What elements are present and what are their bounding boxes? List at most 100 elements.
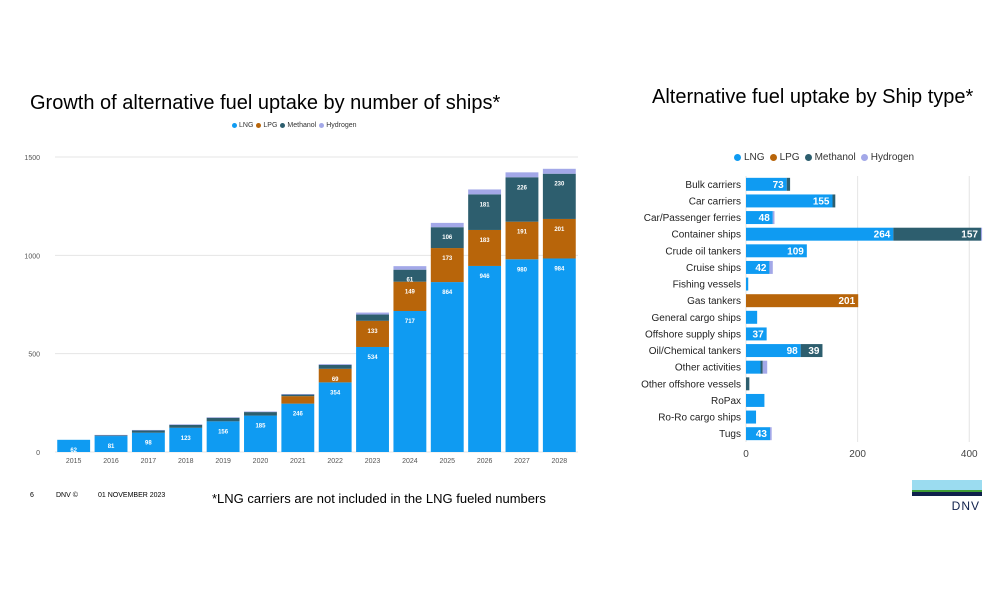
bar-methanol-2020 <box>244 412 277 416</box>
data-label: 48 <box>759 213 771 224</box>
bar-lng-2027 <box>505 259 539 452</box>
data-label: 980 <box>517 267 528 273</box>
bar-hydrogen-2022 <box>318 364 352 365</box>
y-category-label: Other activities <box>675 363 741 374</box>
bar-lpg-2025 <box>430 248 464 283</box>
bar-lpg-2027 <box>505 221 539 260</box>
data-label: 946 <box>480 274 491 280</box>
data-label: 61 <box>407 278 414 284</box>
bar-methanol-Other offshore vessels <box>746 377 750 391</box>
legend-item-lng[interactable]: LNG <box>734 152 765 163</box>
bar-lpg-2023 <box>356 320 389 347</box>
data-label: 149 <box>405 290 416 296</box>
y-category-label: Tugs <box>719 429 741 440</box>
bar-lpg-2026 <box>468 229 502 266</box>
y-category-label: General cargo ships <box>652 313 742 324</box>
legend-item-lpg[interactable]: LPG <box>769 152 800 163</box>
data-label: 81 <box>108 444 115 450</box>
data-label: 109 <box>787 246 804 257</box>
data-label: 183 <box>480 238 491 244</box>
legend-item-hydrogen[interactable]: Hydrogen <box>860 152 915 163</box>
bar-lng-2022 <box>318 382 352 452</box>
bar-methanol-2018 <box>169 424 203 428</box>
bar-hydrogen-2016 <box>94 434 128 436</box>
legend-dot-icon <box>280 123 286 128</box>
legend-label: LNG <box>744 152 765 163</box>
data-label: 534 <box>368 355 379 361</box>
data-label: 39 <box>808 346 820 357</box>
x-tick-label: 2028 <box>552 458 568 465</box>
bar-lng-2025 <box>430 282 464 452</box>
bar-hydrogen-2027 <box>505 172 539 178</box>
x-tick-label: 2021 <box>290 458 306 465</box>
data-label: 37 <box>753 329 765 340</box>
bar-hydrogen-2024 <box>393 266 427 270</box>
x-tick-label: 2018 <box>178 458 194 465</box>
dnv-logo-text: DNV <box>952 499 980 513</box>
footer-page-number: 6 <box>30 492 34 499</box>
bar-lng-Car/Passenger ferries <box>746 211 773 225</box>
bar-lng-RoPax <box>746 393 765 407</box>
data-label: 201 <box>554 227 565 233</box>
y-tick-label: 0 <box>36 450 40 457</box>
legend-dot-icon <box>804 154 812 161</box>
legend-item-methanol[interactable]: Methanol <box>280 122 316 129</box>
footer-date: 01 NOVEMBER 2023 <box>98 492 166 499</box>
y-category-label: Fishing vessels <box>673 280 741 291</box>
bar-lng-Crude oil tankers <box>746 244 807 258</box>
data-label: 191 <box>517 230 528 236</box>
bar-hydrogen-2025 <box>430 222 464 228</box>
legend-item-hydrogen[interactable]: Hydrogen <box>319 122 357 129</box>
bar-lng-2028 <box>542 258 576 452</box>
gridlines <box>745 176 970 442</box>
legend-dot-icon <box>256 123 262 128</box>
y-category-label: RoPax <box>711 396 741 407</box>
bar-lng-2017 <box>131 432 165 452</box>
legend-item-lng[interactable]: LNG <box>232 122 253 129</box>
y-category-label: Gas tankers <box>687 296 741 307</box>
bar-hydrogen-2019 <box>206 417 240 418</box>
y-category-label: Car carriers <box>689 196 741 207</box>
bar-lng-2026 <box>468 265 502 452</box>
data-label: 181 <box>480 202 491 208</box>
bar-lpg-2024 <box>393 281 427 311</box>
x-tick-label: 2019 <box>215 458 231 465</box>
bar-methanol-2023 <box>356 314 389 321</box>
bar-lng-Cruise ships <box>746 260 770 274</box>
bar-methanol-Other activities <box>760 360 763 374</box>
legend-item-methanol[interactable]: Methanol <box>804 152 856 163</box>
data-label: 43 <box>756 429 768 440</box>
bar-hydrogen-2021 <box>281 393 315 395</box>
x-tick-label: 2027 <box>514 458 530 465</box>
bar-lpg-2028 <box>542 218 576 259</box>
y-category-label: Other offshore vessels <box>641 379 741 390</box>
legend-item-lpg[interactable]: LPG <box>256 122 277 129</box>
bar-hydrogen-Tugs <box>770 427 772 441</box>
bar-hydrogen-Cruise ships <box>769 260 773 274</box>
left-chart-legend: LNG LPG Methanol Hydrogen <box>232 122 360 129</box>
legend-dot-icon <box>232 123 237 128</box>
x-tick-label: 200 <box>849 449 866 460</box>
bar-methanol-2028 <box>542 173 576 219</box>
bar-hydrogen-2023 <box>356 312 389 315</box>
x-tick-label: 2020 <box>253 458 269 465</box>
bar-methanol-2016 <box>94 435 128 437</box>
x-tick-label: 2016 <box>103 458 119 465</box>
legend-label: Hydrogen <box>870 152 915 163</box>
right-chart-title: Alternative fuel uptake by Ship type* <box>652 86 974 108</box>
bar-hydrogen-2020 <box>244 411 277 413</box>
legend-dot-icon <box>319 123 325 128</box>
data-label: 106 <box>442 235 453 241</box>
bar-lng-Offshore supply ships <box>746 327 767 341</box>
bar-methanol-2027 <box>505 177 539 222</box>
legend-label: Hydrogen <box>326 122 357 129</box>
bar-lng-Oil/Chemical tankers <box>746 344 801 358</box>
bar-hydrogen-Other activities <box>762 360 768 374</box>
bar-hydrogen-2028 <box>542 168 576 174</box>
data-label: 42 <box>755 263 767 274</box>
legend-label: LPG <box>779 152 800 163</box>
left-chart-svg: 0 500 1000 1500 62 2015 81 2016 98 2017 123 2018 156… <box>24 155 578 465</box>
bar-lng-Car carriers <box>746 194 833 208</box>
y-category-label: Car/Passenger ferries <box>644 213 741 224</box>
bar-lng-2015 <box>57 439 91 452</box>
